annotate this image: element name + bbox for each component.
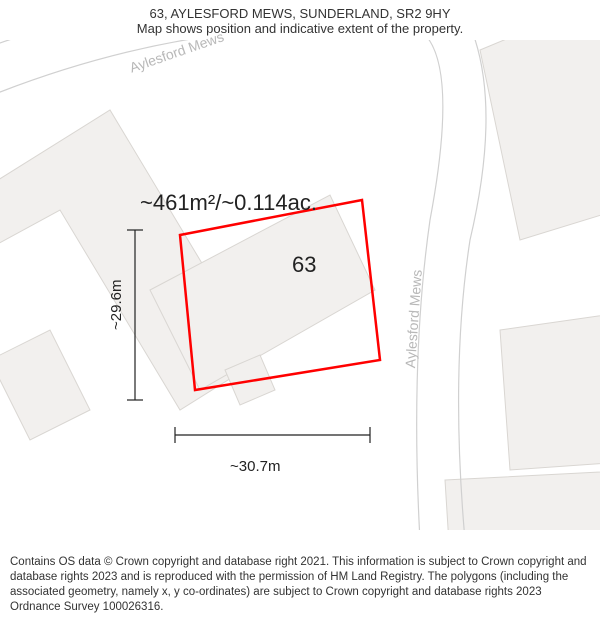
copyright-footer: Contains OS data © Crown copyright and d… [0,549,600,625]
address-title: 63, AYLESFORD MEWS, SUNDERLAND, SR2 9HY [10,6,590,21]
horizontal-dimension-label: ~30.7m [230,458,280,475]
map-subtitle: Map shows position and indicative extent… [10,21,590,36]
area-measurement: ~461m²/~0.114ac. [140,190,317,216]
map-svg [0,40,600,530]
vertical-dimension-label: ~29.6m [108,280,125,330]
buildings-layer [0,40,600,530]
map-header: 63, AYLESFORD MEWS, SUNDERLAND, SR2 9HY … [0,0,600,38]
plot-number: 63 [292,252,316,278]
map-viewport: Aylesford Mews Aylesford Mews ~461m²/~0.… [0,40,600,530]
